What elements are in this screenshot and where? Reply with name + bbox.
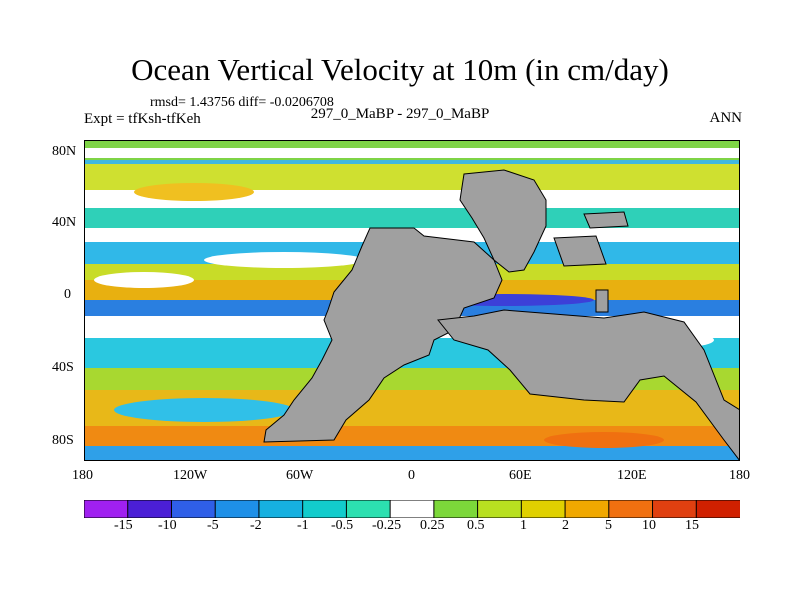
map-frame — [84, 140, 740, 461]
patch-west-white — [94, 272, 194, 288]
stats-line: rmsd= 1.43756 diff= -0.0206708 — [150, 95, 334, 110]
band-arctic-white — [84, 148, 740, 158]
colorbar-swatch-5 — [302, 500, 348, 518]
colorbar-swatch-9 — [477, 500, 523, 518]
colorbar-label-12: 10 — [642, 518, 656, 533]
colorbar-swatch-12 — [608, 500, 654, 518]
colorbar-swatch-7 — [389, 500, 435, 518]
colorbar-swatch-0 — [84, 500, 129, 518]
colorbar-swatch-4 — [258, 500, 304, 518]
x-tick-120e: 120E — [617, 468, 647, 483]
colorbar-label-6: -0.25 — [372, 518, 402, 533]
comparison-label: 297_0_MaBP - 297_0_MaBP — [310, 106, 490, 122]
x-tick-60w: 60W — [286, 468, 314, 483]
colorbar-label-7: 0.25 — [420, 518, 445, 533]
map-panel — [84, 140, 740, 461]
colorbar-swatch-3 — [214, 500, 260, 518]
colorbar-label-11: 5 — [605, 518, 612, 533]
chart-title: Ocean Vertical Velocity at 10m (in cm/da… — [131, 52, 669, 87]
x-tick-60e: 60E — [509, 468, 532, 483]
y-tick-80s: 80S — [52, 433, 74, 448]
experiment-label: Expt = tfKsh-tfKeh — [84, 111, 201, 127]
y-tick-80n: 80N — [52, 144, 77, 159]
patch-south-orange — [544, 432, 664, 448]
colorbar-label-10: 2 — [562, 518, 569, 533]
colorbar-label-2: -5 — [207, 518, 219, 533]
colorbar — [84, 500, 740, 518]
colorbar-swatch-13 — [652, 500, 698, 518]
colorbar-swatch-8 — [433, 500, 479, 518]
land-island-1 — [583, 211, 629, 229]
colorbar-label-9: 1 — [520, 518, 527, 533]
land-north-continent — [459, 169, 547, 273]
y-tick-40n: 40N — [52, 215, 77, 230]
band-antarctic — [84, 446, 740, 461]
patch-south-pacific — [114, 398, 294, 422]
y-tick-40s: 40S — [52, 360, 74, 375]
colorbar-swatch-14 — [695, 500, 740, 518]
colorbar-swatch-11 — [564, 500, 610, 518]
colorbar-label-0: -15 — [114, 518, 133, 533]
colorbar-label-8: 0.5 — [467, 518, 485, 533]
colorbar-label-13: 15 — [685, 518, 699, 533]
patch-north-pacific — [134, 183, 254, 201]
x-tick-0: 0 — [408, 468, 415, 483]
land-island-2 — [553, 235, 607, 267]
y-tick-0: 0 — [64, 287, 71, 302]
colorbar-swatch-1 — [127, 500, 173, 518]
x-tick-120w: 120W — [173, 468, 208, 483]
colorbar-label-4: -1 — [297, 518, 309, 533]
colorbar-swatch-2 — [170, 500, 217, 518]
band-north-2 — [84, 208, 740, 228]
land-west-continent — [263, 227, 503, 443]
land-masses — [263, 169, 740, 461]
season-label: ANN — [709, 110, 743, 126]
x-tick-180e: 180 — [729, 468, 750, 483]
colorbar-label-5: -0.5 — [331, 518, 354, 533]
colorbar-swatch-6 — [345, 500, 392, 518]
land-island-3 — [595, 289, 609, 313]
colorbar-label-1: -10 — [158, 518, 177, 533]
land-east-continent — [437, 309, 740, 461]
colorbar-swatch-10 — [520, 500, 567, 518]
x-tick-180w: 180 — [72, 468, 93, 483]
patch-pacific-white — [204, 252, 364, 268]
colorbar-label-3: -2 — [250, 518, 262, 533]
